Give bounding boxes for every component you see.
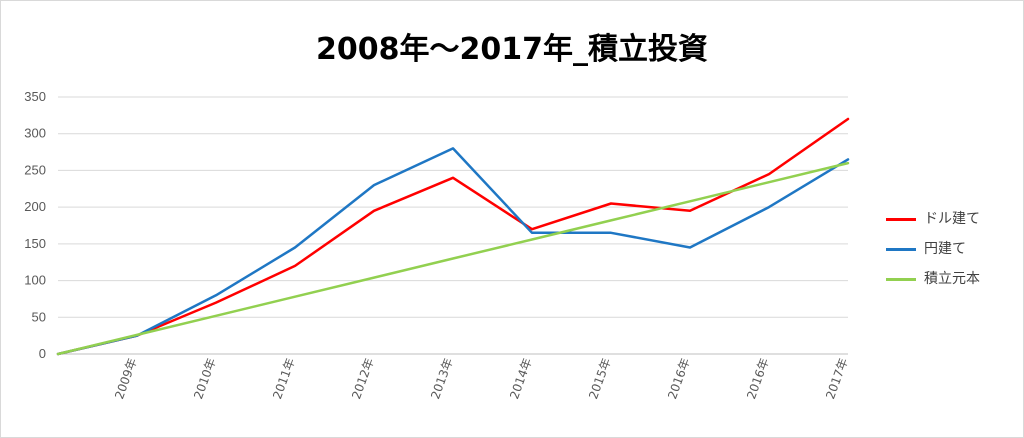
- x-tick-label: 2012年: [349, 356, 377, 401]
- series-line-1: [56, 147, 850, 356]
- legend-label-principal: 積立元本: [924, 271, 980, 287]
- y-tick-label: 150: [24, 236, 46, 251]
- y-tick-label: 200: [24, 199, 46, 214]
- x-tick-label: 2016年: [744, 356, 772, 401]
- y-tick-label: 300: [24, 126, 46, 141]
- x-tick-label: 2009年: [112, 356, 140, 401]
- y-tick-label: 100: [24, 273, 46, 288]
- legend-label-jpy: 円建て: [924, 241, 966, 257]
- y-tick-label: 250: [24, 162, 46, 177]
- x-tick-label: 2011年: [270, 356, 298, 401]
- x-tick-label: 2016年: [665, 356, 693, 401]
- series-line-0: [56, 117, 850, 356]
- x-tick-label: 2015年: [586, 356, 614, 401]
- y-tick-label: 350: [24, 89, 46, 104]
- legend-label-usd: ドル建て: [924, 211, 980, 227]
- legend-swatch-principal: [886, 278, 916, 281]
- x-tick-label: 2010年: [191, 356, 219, 401]
- legend-swatch-jpy: [886, 248, 916, 251]
- series-line-2: [56, 161, 850, 356]
- y-tick-label: 50: [32, 309, 46, 324]
- chart-title: 2008年～2017年_積立投資: [316, 32, 708, 67]
- x-tick-label: 2017年: [823, 356, 851, 401]
- x-tick-label: 2013年: [428, 356, 456, 401]
- legend-swatch-usd: [886, 218, 916, 221]
- y-tick-label: 0: [39, 346, 46, 361]
- x-tick-label: 2014年: [507, 356, 535, 401]
